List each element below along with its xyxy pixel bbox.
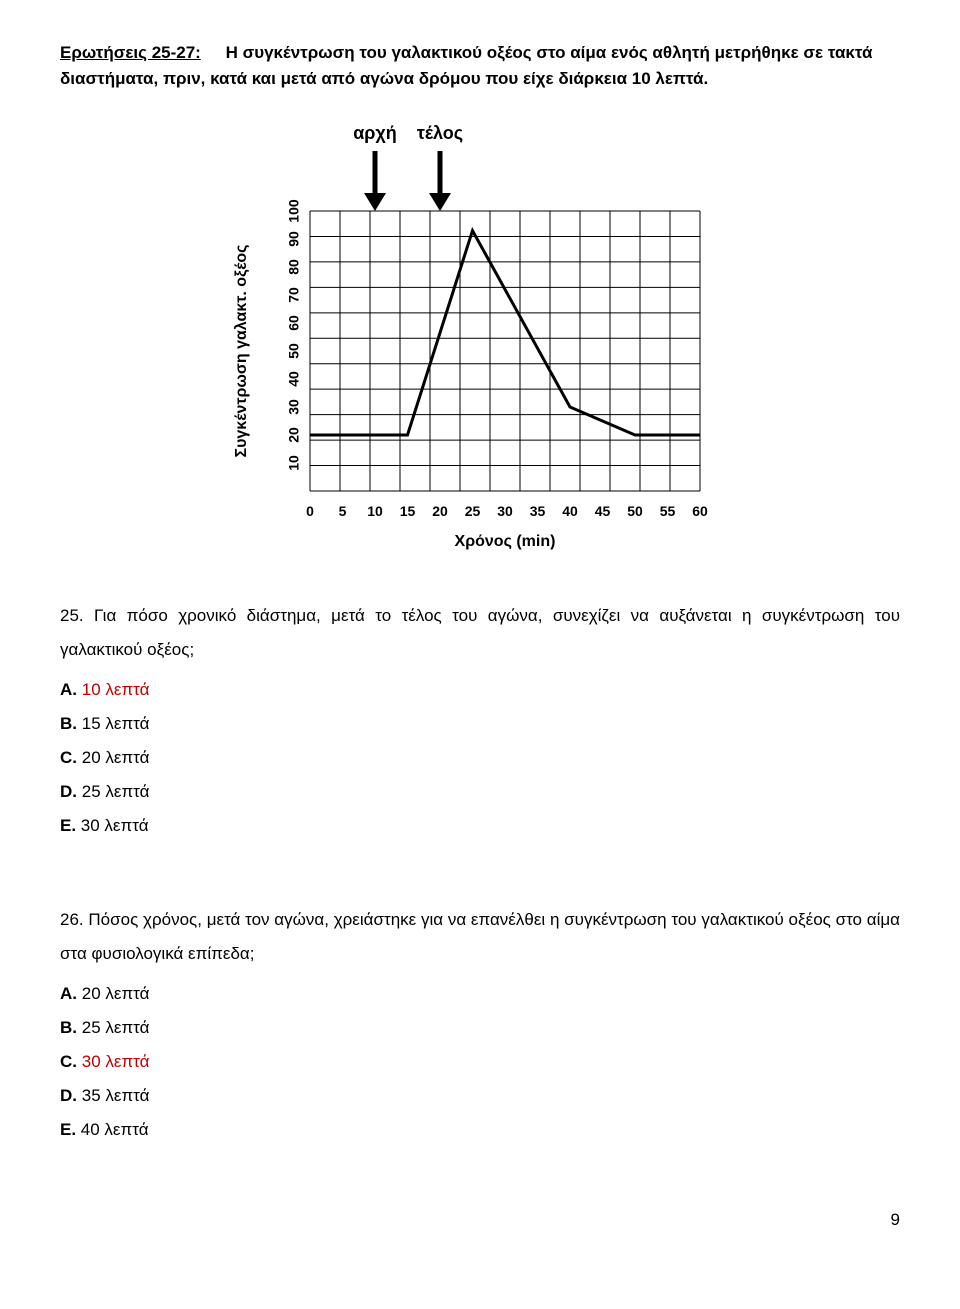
option-text: 20 λεπτά — [82, 984, 150, 1003]
option-text: 40 λεπτά — [81, 1120, 149, 1139]
option: C. 20 λεπτά — [60, 741, 900, 775]
option-letter: B. — [60, 1018, 82, 1037]
option-text: 25 λεπτά — [82, 782, 150, 801]
svg-text:35: 35 — [530, 503, 546, 519]
question-number: 26. — [60, 910, 84, 929]
question-group-intro: Ερωτήσεις 25-27: Η συγκέντρωση του γαλακ… — [60, 40, 900, 91]
svg-text:Συγκέντρωση γαλακτ. οξέος: Συγκέντρωση γαλακτ. οξέος — [233, 244, 250, 457]
svg-text:αρχή: αρχή — [353, 123, 397, 143]
svg-text:15: 15 — [400, 503, 416, 519]
option-text: 10 λεπτά — [82, 680, 150, 699]
option-text: 35 λεπτά — [82, 1086, 150, 1105]
option: E. 40 λεπτά — [60, 1113, 900, 1147]
svg-text:50: 50 — [286, 343, 302, 359]
question-25: 25. Για πόσο χρονικό διάστημα, μετά το τ… — [60, 599, 900, 843]
option: B. 15 λεπτά — [60, 707, 900, 741]
svg-text:10: 10 — [286, 455, 302, 471]
option: A. 20 λεπτά — [60, 977, 900, 1011]
question-26: 26. Πόσος χρόνος, μετά τον αγώνα, χρειάσ… — [60, 903, 900, 1147]
options-list: A. 10 λεπτάB. 15 λεπτάC. 20 λεπτάD. 25 λ… — [60, 673, 900, 843]
svg-text:100: 100 — [286, 199, 302, 223]
question-body: Πόσος χρόνος, μετά τον αγώνα, χρειάστηκε… — [60, 910, 900, 963]
svg-text:0: 0 — [306, 503, 314, 519]
option: C. 30 λεπτά — [60, 1045, 900, 1079]
svg-text:10: 10 — [367, 503, 383, 519]
intro-lead: Ερωτήσεις 25-27: — [60, 43, 201, 62]
svg-text:60: 60 — [286, 315, 302, 331]
option-letter: D. — [60, 1086, 82, 1105]
svg-text:25: 25 — [465, 503, 481, 519]
option-text: 30 λεπτά — [82, 1052, 150, 1071]
option-letter: E. — [60, 1120, 81, 1139]
option-text: 30 λεπτά — [81, 816, 149, 835]
svg-text:45: 45 — [595, 503, 611, 519]
option-text: 25 λεπτά — [82, 1018, 150, 1037]
option-letter: E. — [60, 816, 81, 835]
svg-text:70: 70 — [286, 287, 302, 303]
question-text: 25. Για πόσο χρονικό διάστημα, μετά το τ… — [60, 599, 900, 667]
question-body: Για πόσο χρονικό διάστημα, μετά το τέλος… — [60, 606, 900, 659]
option: E. 30 λεπτά — [60, 809, 900, 843]
option-letter: C. — [60, 748, 82, 767]
lactic-acid-chart: 102030405060708090100Συγκέντρωση γαλακτ.… — [180, 111, 780, 551]
option-letter: B. — [60, 714, 82, 733]
option-letter: D. — [60, 782, 82, 801]
question-number: 25. — [60, 606, 84, 625]
option-letter: C. — [60, 1052, 82, 1071]
svg-text:40: 40 — [286, 371, 302, 387]
svg-text:20: 20 — [432, 503, 448, 519]
option: B. 25 λεπτά — [60, 1011, 900, 1045]
option-text: 20 λεπτά — [82, 748, 150, 767]
svg-text:5: 5 — [339, 503, 347, 519]
svg-text:Χρόνος (min): Χρόνος (min) — [455, 533, 556, 550]
option: D. 35 λεπτά — [60, 1079, 900, 1113]
svg-text:30: 30 — [286, 399, 302, 415]
svg-text:50: 50 — [627, 503, 643, 519]
svg-text:80: 80 — [286, 259, 302, 275]
page-number: 9 — [60, 1207, 900, 1233]
svg-text:20: 20 — [286, 427, 302, 443]
chart-container: 102030405060708090100Συγκέντρωση γαλακτ.… — [60, 111, 900, 559]
option-letter: A. — [60, 984, 82, 1003]
options-list: A. 20 λεπτάB. 25 λεπτάC. 30 λεπτάD. 35 λ… — [60, 977, 900, 1147]
option: D. 25 λεπτά — [60, 775, 900, 809]
option-letter: A. — [60, 680, 82, 699]
svg-text:30: 30 — [497, 503, 513, 519]
option: A. 10 λεπτά — [60, 673, 900, 707]
svg-text:τέλος: τέλος — [417, 123, 463, 143]
option-text: 15 λεπτά — [82, 714, 150, 733]
question-text: 26. Πόσος χρόνος, μετά τον αγώνα, χρειάσ… — [60, 903, 900, 971]
svg-text:55: 55 — [660, 503, 676, 519]
svg-text:60: 60 — [692, 503, 708, 519]
svg-text:40: 40 — [562, 503, 578, 519]
svg-text:90: 90 — [286, 231, 302, 247]
